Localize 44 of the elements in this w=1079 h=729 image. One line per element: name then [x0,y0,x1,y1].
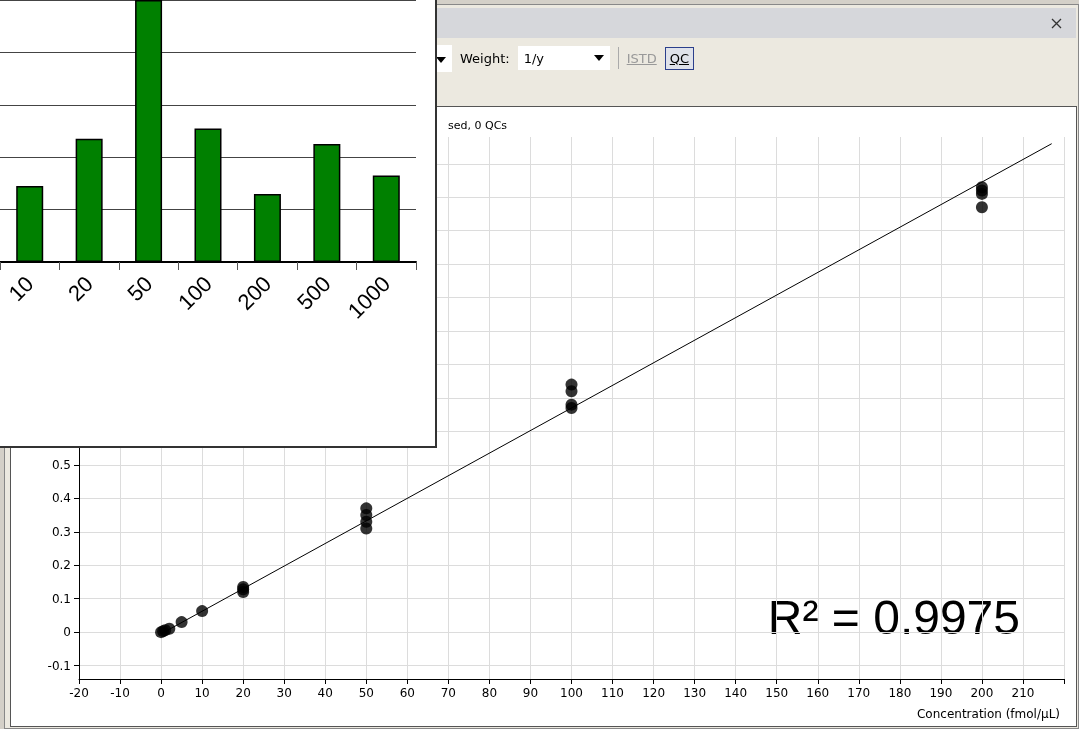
x-tick-label: 10 [3,271,39,307]
x-tick-label: 50 [122,271,158,307]
y-tick-label: -0.1 [47,658,71,673]
x-tick-label: 190 [929,686,953,700]
x-tick-label: 110 [601,686,624,700]
text: 1/y [523,50,545,66]
x-tick-label: 100 [173,271,217,315]
x-tick-label: 200 [970,686,994,700]
x-tick-label: 60 [399,686,415,700]
x-tick-label: 10 [194,686,210,700]
x-tick-label: 210 [1011,686,1035,700]
y-tick-label: 0.4 [51,491,71,506]
x-tick-label: 50 [358,686,374,700]
y-tick-label: 0.5 [51,457,71,472]
y-tick-label: 0.1 [51,591,71,606]
x-tick-label: -10 [110,686,130,700]
x-tick-label: 30 [276,686,292,700]
x-tick-label: 70 [440,686,457,700]
x-tick-label: 500 [292,271,336,315]
x-tick-label: 140 [724,686,748,700]
x-tick-label: 150 [765,686,789,700]
text: ISTD [626,50,657,66]
x-tick-label: 160 [806,686,830,700]
chart-title: sed, 0 QCs [448,119,508,132]
y-tick-label: 0.2 [51,558,71,573]
x-tick-label: 200 [232,271,277,315]
x-tick-label: 130 [683,686,707,700]
x-tick-label: 90 [522,686,539,700]
x-tick-label: 170 [847,686,871,700]
annotation: R² = 0.9975 [767,590,1021,644]
x-tick-label: 20 [235,686,251,700]
x-tick-label: 20 [63,271,98,307]
x-tick-label: 180 [888,686,912,700]
text: Weight: [460,50,510,66]
y-tick-label: 0 [63,625,71,640]
text: QC [664,46,695,70]
y-tick-label: 0.3 [51,524,71,539]
x-tick-label: 40 [317,686,333,700]
x-tick-label: -20 [69,686,89,700]
x-tick-label: 0 [157,686,165,700]
x-tick-label: 120 [642,686,666,700]
x-tick-label: 100 [560,686,583,700]
x-tick-label: 80 [481,686,498,700]
x-axis-title: Concentration (fmol/µL) [916,707,1061,721]
